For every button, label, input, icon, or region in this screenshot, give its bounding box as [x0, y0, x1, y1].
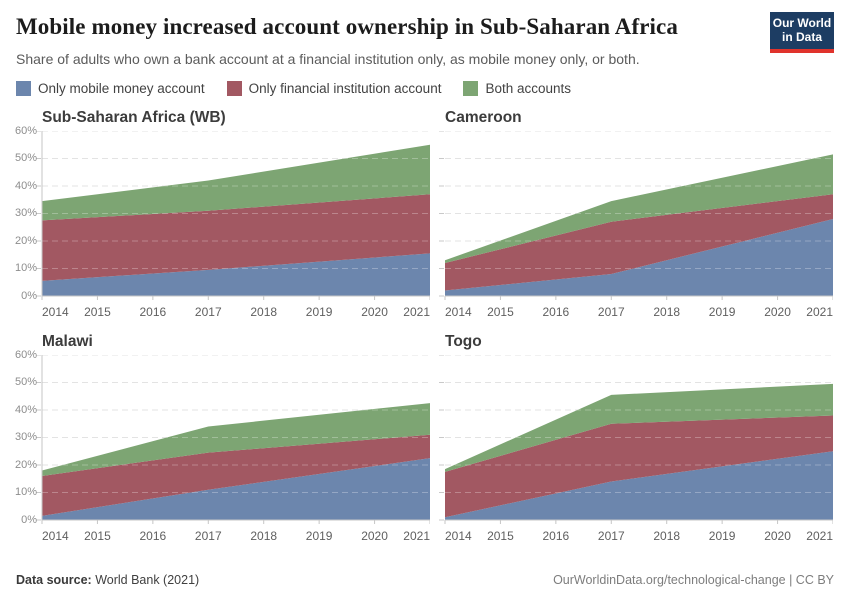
area-chart-cameroon[interactable] — [437, 131, 833, 303]
legend-swatch-blue — [16, 81, 31, 96]
x-tick-label: 2017 — [597, 529, 625, 543]
legend-label: Only financial institution account — [248, 81, 442, 96]
page-title: Mobile money increased account ownership… — [16, 14, 678, 39]
x-tick-label: 2019 — [305, 305, 333, 319]
area-chart-togo[interactable] — [437, 355, 833, 527]
area-2[interactable] — [445, 154, 833, 263]
chart-subtitle: Share of adults who own a bank account a… — [16, 51, 640, 67]
x-tick-label: 2017 — [194, 529, 222, 543]
x-tick-label: 2019 — [708, 305, 736, 319]
footer: Data source: World Bank (2021) OurWorldi… — [16, 573, 834, 587]
legend-item-both-accounts[interactable]: Both accounts — [463, 81, 571, 96]
y-tick-label: 40% — [14, 403, 37, 416]
x-axis-labels: 2014 2015 2016 2017 2018 2019 2020 2021 — [445, 529, 833, 544]
x-tick-label: 2016 — [542, 529, 570, 543]
owid-logo[interactable]: Our World in Data — [770, 12, 834, 53]
x-tick-label: 2016 — [542, 305, 570, 319]
legend-swatch-red — [226, 81, 242, 96]
facet-title: Sub-Saharan Africa (WB) — [42, 109, 226, 126]
area-chart-malawi[interactable] — [34, 355, 430, 527]
area-0[interactable] — [445, 451, 833, 520]
x-tick-label: 2018 — [653, 305, 681, 319]
x-tick-label: 2015 — [487, 529, 514, 543]
x-axis-labels: 2014 2015 2016 2017 2018 2019 2020 2021 — [42, 529, 430, 544]
data-source-value: World Bank (2021) — [91, 573, 200, 587]
x-tick-label: 2019 — [305, 529, 333, 543]
facet-title: Togo — [445, 333, 482, 350]
y-tick-label: 60% — [14, 348, 37, 361]
x-tick-label: 2014 — [42, 305, 69, 319]
y-tick-label: 0% — [21, 513, 37, 526]
x-tick-label: 2021 — [403, 529, 430, 543]
x-tick-label: 2016 — [139, 305, 167, 319]
x-tick-label: 2015 — [487, 305, 514, 319]
facet-title: Cameroon — [445, 109, 522, 126]
x-tick-label: 2018 — [250, 529, 278, 543]
owid-logo-line2: in Data — [781, 29, 822, 44]
x-axis-labels: 2014 2015 2016 2017 2018 2019 2020 2021 — [42, 305, 430, 320]
owid-logo-line1: Our World — [772, 16, 832, 30]
y-tick-label: 40% — [14, 179, 37, 192]
y-axis-labels: 0% 10% 20% 30% 40% 50% 60% — [14, 349, 37, 525]
x-tick-label: 2021 — [806, 305, 833, 319]
area-0[interactable] — [445, 219, 833, 296]
facet-togo: Togo 2014 2015 2016 2017 2018 2019 2020 2021 — [437, 333, 833, 544]
x-tick-label: 2020 — [764, 529, 791, 543]
y-tick-label: 0% — [21, 289, 37, 302]
area-2[interactable] — [42, 144, 430, 221]
legend-label: Only mobile money account — [38, 81, 205, 96]
legend-swatch-green — [463, 81, 479, 96]
y-tick-label: 20% — [14, 234, 37, 247]
legend: Only mobile money account Only financial… — [16, 81, 834, 96]
area-1[interactable] — [42, 434, 430, 516]
y-tick-label: 60% — [14, 124, 37, 137]
y-tick-label: 30% — [14, 207, 37, 219]
x-tick-label: 2015 — [84, 305, 111, 319]
y-tick-label: 20% — [14, 458, 37, 471]
y-tick-label: 30% — [14, 431, 37, 443]
x-tick-label: 2019 — [708, 529, 736, 543]
facet-grid: Sub-Saharan Africa (WB) 0% 10% 20% 30% 40% 50… — [14, 109, 834, 544]
x-tick-label: 2014 — [445, 305, 472, 319]
x-tick-label: 2021 — [403, 305, 430, 319]
y-tick-label: 50% — [14, 152, 37, 164]
legend-label: Both accounts — [485, 81, 572, 96]
x-tick-label: 2021 — [806, 529, 833, 543]
x-tick-label: 2020 — [764, 305, 791, 319]
area-1[interactable] — [445, 194, 833, 291]
data-source-label: Data source: — [16, 573, 92, 587]
x-tick-label: 2018 — [653, 529, 681, 543]
area-1[interactable] — [42, 194, 430, 281]
y-tick-label: 50% — [14, 376, 37, 388]
x-tick-label: 2018 — [250, 305, 278, 319]
facet-malawi: Malawi 0% 10% 20% 30% 40% 50% 60% 2014 2015 2016… — [14, 333, 430, 544]
x-tick-label: 2020 — [361, 529, 388, 543]
y-tick-label: 10% — [14, 262, 37, 274]
facet-cameroon: Cameroon 2014 2015 2016 2017 2018 2019 2020 202… — [437, 109, 833, 320]
x-tick-label: 2015 — [84, 529, 111, 543]
credit-link[interactable]: OurWorldinData.org/technological-change … — [553, 573, 834, 587]
facet-title: Malawi — [42, 333, 93, 350]
x-tick-label: 2014 — [445, 529, 472, 543]
y-axis-labels: 0% 10% 20% 30% 40% 50% 60% — [14, 125, 37, 301]
area-0[interactable] — [42, 458, 430, 520]
x-tick-label: 2017 — [194, 305, 222, 319]
area-1[interactable] — [445, 415, 833, 518]
facet-sub-saharan-africa: Sub-Saharan Africa (WB) 0% 10% 20% 30% 40% 50… — [14, 109, 430, 320]
area-chart-sub-saharan-africa[interactable] — [34, 131, 430, 303]
x-axis-labels: 2014 2015 2016 2017 2018 2019 2020 2021 — [445, 305, 833, 320]
x-tick-label: 2017 — [597, 305, 625, 319]
x-tick-label: 2016 — [139, 529, 167, 543]
x-tick-label: 2014 — [42, 529, 69, 543]
area-0[interactable] — [42, 253, 430, 296]
legend-item-financial-only[interactable]: Only financial institution account — [226, 81, 442, 96]
data-source: Data source: World Bank (2021) — [16, 573, 199, 587]
x-tick-label: 2020 — [361, 305, 388, 319]
y-tick-label: 10% — [14, 486, 37, 498]
area-2[interactable] — [445, 383, 833, 472]
legend-item-mobile-only[interactable]: Only mobile money account — [16, 81, 205, 96]
area-2[interactable] — [42, 403, 430, 476]
